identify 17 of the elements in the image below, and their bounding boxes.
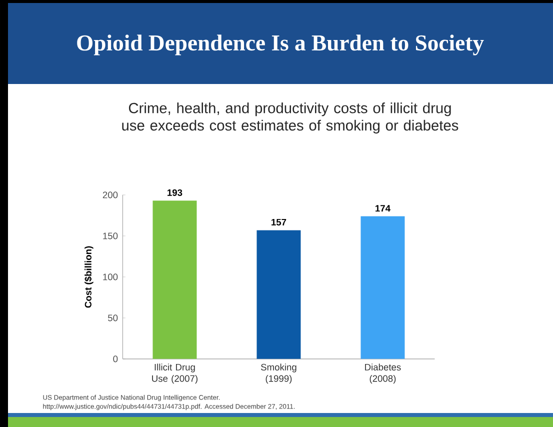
bar: [256, 230, 301, 359]
chart-title: Opioid Dependence Is a Burden to Society: [77, 34, 484, 56]
data-label: 174: [376, 205, 390, 212]
data-label: 193: [168, 189, 182, 196]
y-tick-label: 100: [103, 274, 118, 280]
y-tick-label: 50: [108, 314, 118, 322]
x-tick-label: Diabetes (2008): [365, 364, 401, 384]
y-axis-title: Cost ($billion): [84, 246, 94, 308]
chart-subtitle: Crime, health, and productivity costs of illicit drug use exceeds cost estimates of smoking or diabetes: [122, 102, 458, 134]
y-tick-label: 0: [113, 356, 118, 362]
x-tick-label: Smoking (1999): [260, 364, 296, 384]
y-tick-label: 150: [103, 232, 118, 240]
bar: [360, 216, 405, 359]
data-label: 157: [272, 218, 286, 226]
bar: [152, 200, 197, 359]
y-tick-label: 200: [102, 192, 118, 198]
x-tick-label: Illicit Drug Use (2007): [152, 364, 198, 384]
